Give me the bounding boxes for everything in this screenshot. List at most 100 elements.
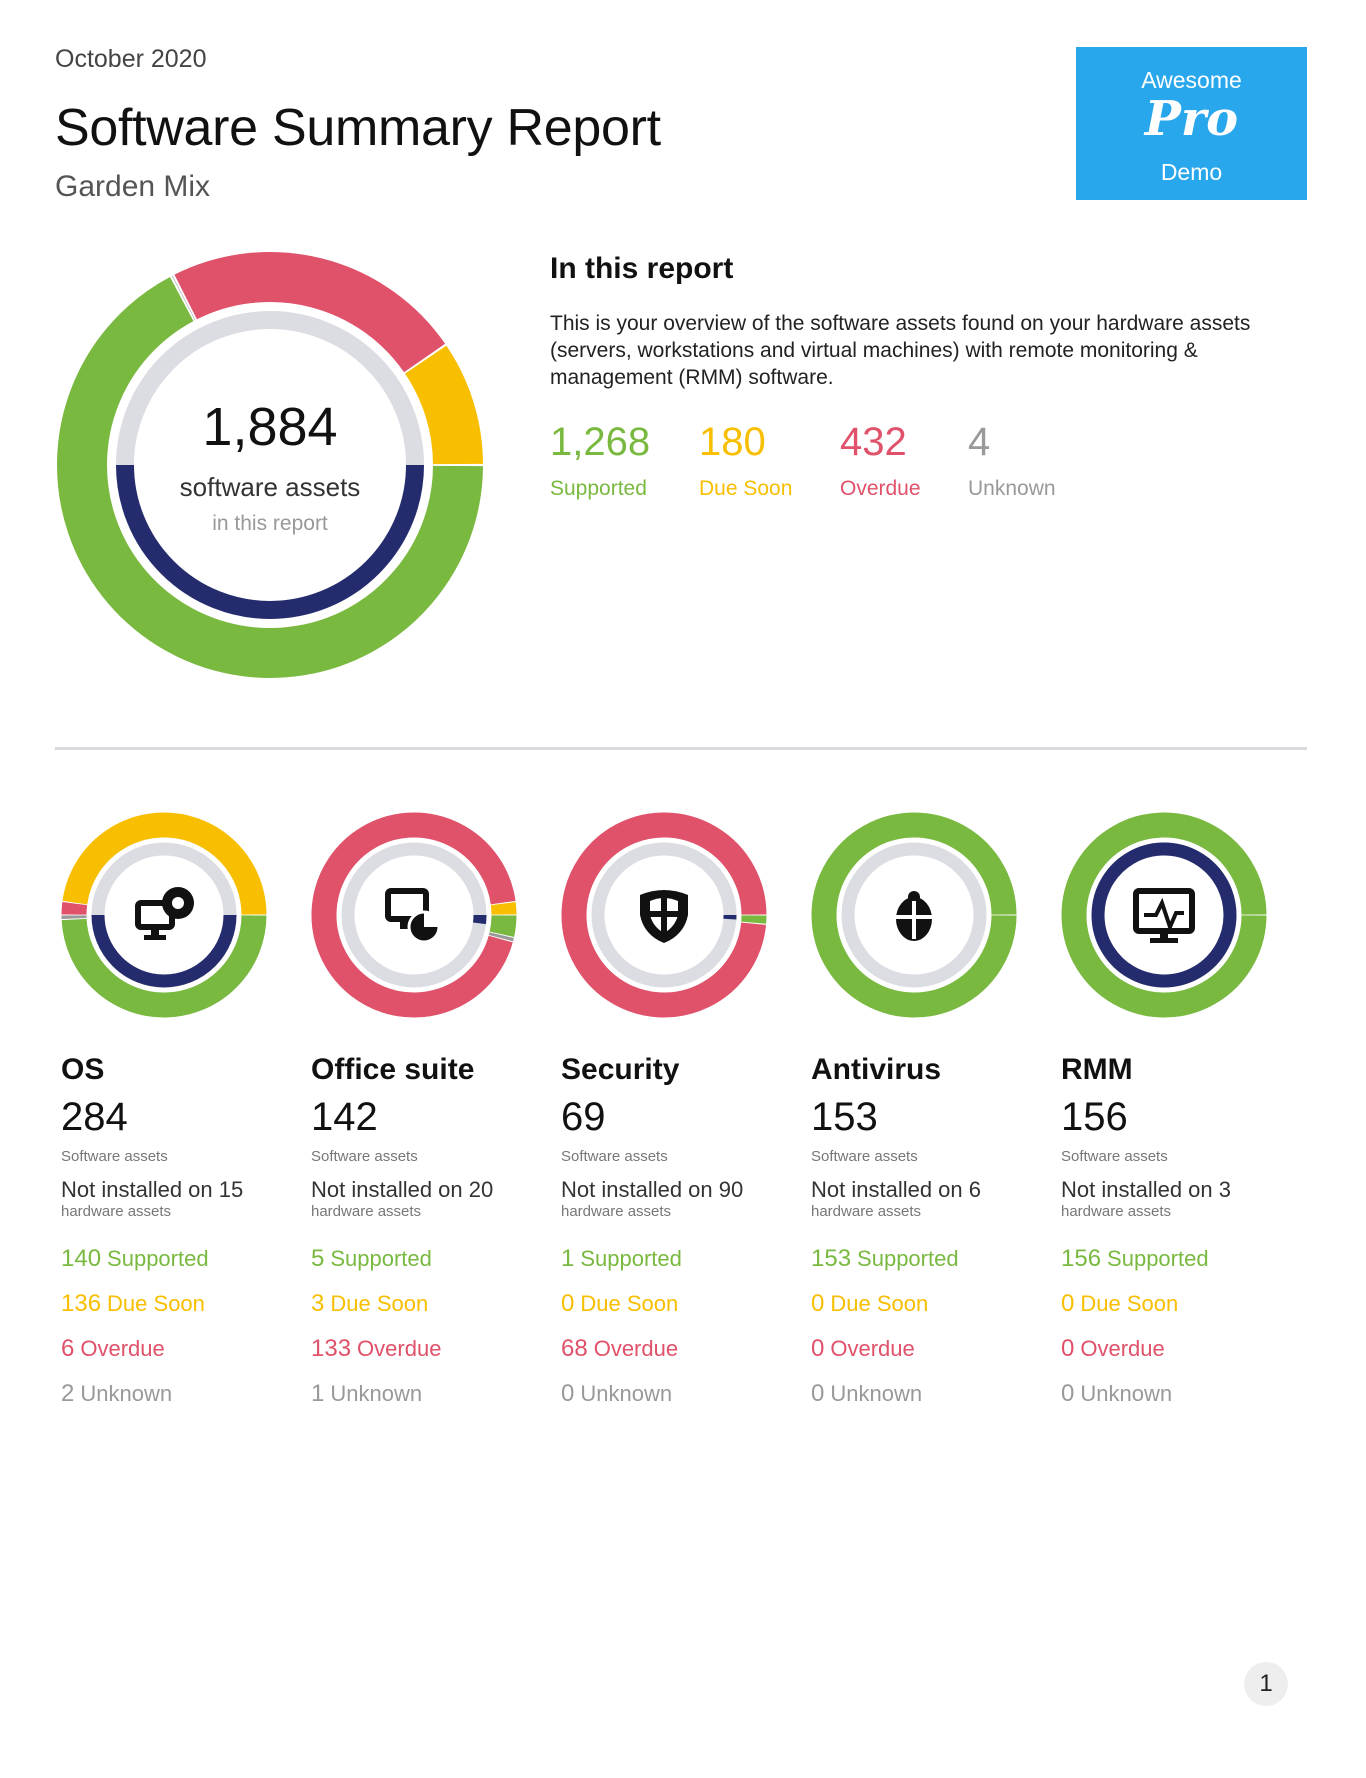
due-soon-count: 0 xyxy=(811,1290,825,1317)
due-soon-label: Due Soon xyxy=(830,1291,929,1316)
category-donut-segment-overdue xyxy=(61,901,88,915)
stat-unknown: 4 Unknown xyxy=(968,420,1056,501)
category-donut-inner-segment xyxy=(473,914,487,925)
due-soon-row: 0 Due Soon xyxy=(1061,1289,1301,1318)
stat-due-soon: 180 Due Soon xyxy=(699,420,792,501)
due-soon-label: Due Soon xyxy=(330,1291,429,1316)
unknown-row: 2 Unknown xyxy=(61,1379,301,1408)
overdue-label: Overdue xyxy=(80,1336,165,1361)
due-soon-count: 0 xyxy=(561,1290,575,1317)
unknown-label: Unknown xyxy=(1080,1381,1173,1406)
overdue-label: Overdue xyxy=(830,1336,915,1361)
category-security: Security 69 Software assets Not installe… xyxy=(561,812,801,1408)
category-assets-label: Software assets xyxy=(1061,1148,1168,1165)
due-soon-label: Due Soon xyxy=(580,1291,679,1316)
category-donut-segment-supported xyxy=(489,915,517,937)
unknown-count: 1 xyxy=(311,1380,325,1407)
due-soon-row: 3 Due Soon xyxy=(311,1289,551,1318)
stat-label: Due Soon xyxy=(699,477,793,500)
supported-row: 1 Supported xyxy=(561,1244,801,1273)
category-assets-label: Software assets xyxy=(561,1148,668,1165)
unknown-row: 0 Unknown xyxy=(811,1379,1051,1408)
overdue-row: 68 Overdue xyxy=(561,1334,801,1363)
section-divider xyxy=(55,747,1307,750)
category-donut-chart xyxy=(561,812,767,1018)
due-soon-row: 0 Due Soon xyxy=(561,1289,801,1318)
overdue-count: 0 xyxy=(1061,1335,1075,1362)
category-donut-segment-supported xyxy=(1061,812,1267,1018)
supported-row: 153 Supported xyxy=(811,1244,1051,1273)
category-assets-label: Software assets xyxy=(811,1148,918,1165)
unknown-row: 0 Unknown xyxy=(561,1379,801,1408)
category-count: 284 xyxy=(61,1095,128,1139)
monitor-chart-icon xyxy=(385,888,441,944)
unknown-label: Unknown xyxy=(330,1381,423,1406)
main-donut-segment-supported xyxy=(57,276,483,678)
not-installed: Not installed on 90 xyxy=(561,1177,744,1202)
category-donut-segment-supported xyxy=(61,915,267,1018)
due-soon-label: Due Soon xyxy=(1080,1291,1179,1316)
category-name: OS xyxy=(61,1053,105,1086)
computer-webcam-icon xyxy=(135,887,194,940)
hardware-assets-label: hardware assets xyxy=(1061,1203,1172,1220)
category-donut-segment-due-soon xyxy=(490,901,517,915)
supported-count: 156 xyxy=(1061,1245,1102,1272)
badge-logo: Pro xyxy=(1144,91,1239,147)
overdue-count: 6 xyxy=(61,1335,75,1362)
overdue-row: 0 Overdue xyxy=(1061,1334,1301,1363)
category-name: Antivirus xyxy=(811,1053,942,1086)
bug-shield-icon xyxy=(896,891,932,941)
report-title: Software Summary Report xyxy=(55,99,661,157)
unknown-count: 2 xyxy=(61,1380,75,1407)
overdue-row: 0 Overdue xyxy=(811,1334,1051,1363)
supported-count: 5 xyxy=(311,1245,325,1272)
hardware-assets-label: hardware assets xyxy=(311,1203,422,1220)
category-assets-label: Software assets xyxy=(311,1148,418,1165)
monitor-pulse-icon xyxy=(1133,888,1195,943)
overdue-label: Overdue xyxy=(357,1336,442,1361)
total-sub: in this report xyxy=(212,512,328,535)
supported-label: Supported xyxy=(580,1246,682,1271)
category-donut-chart xyxy=(1061,812,1267,1018)
category-name: Security xyxy=(561,1053,680,1086)
hardware-assets-label: hardware assets xyxy=(61,1203,172,1220)
stat-label: Supported xyxy=(550,477,647,500)
supported-label: Supported xyxy=(107,1246,209,1271)
not-installed: Not installed on 3 xyxy=(1061,1177,1231,1202)
category-count: 69 xyxy=(561,1095,606,1139)
due-soon-label: Due Soon xyxy=(107,1291,205,1316)
stat-overdue: 432 Overdue xyxy=(840,420,921,501)
shield-icon xyxy=(640,890,688,943)
supported-row: 140 Supported xyxy=(61,1244,301,1273)
category-donut-inner-segment xyxy=(1091,842,1237,988)
report-month: October 2020 xyxy=(55,45,207,73)
summary-donut-chart: 1,884 software assets in this report xyxy=(57,252,483,678)
intro-body: This is your overview of the software as… xyxy=(550,312,1251,389)
category-donut-segment-due-soon xyxy=(62,812,267,915)
category-name: RMM xyxy=(1061,1053,1133,1086)
category-rmm: RMM 156 Software assets Not installed on… xyxy=(1061,812,1301,1408)
supported-label: Supported xyxy=(330,1246,432,1271)
due-soon-row: 0 Due Soon xyxy=(811,1289,1051,1318)
category-donut-chart xyxy=(311,812,517,1018)
main-donut-segment-overdue xyxy=(174,252,446,373)
brand-badge: Awesome Pro Demo xyxy=(1076,47,1307,200)
main-donut-segment-due-soon xyxy=(404,345,483,465)
category-count: 142 xyxy=(311,1095,378,1139)
page-number: 1 xyxy=(1244,1662,1288,1706)
unknown-label: Unknown xyxy=(830,1381,923,1406)
supported-row: 156 Supported xyxy=(1061,1244,1301,1273)
category-donut-chart xyxy=(811,812,1017,1018)
supported-row: 5 Supported xyxy=(311,1244,551,1273)
report-subtitle: Garden Mix xyxy=(55,170,211,203)
stat-value: 180 xyxy=(699,420,766,464)
category-donut-segment-overdue xyxy=(311,812,516,1018)
category-count: 156 xyxy=(1061,1095,1128,1139)
supported-label: Supported xyxy=(857,1246,959,1271)
due-soon-count: 3 xyxy=(311,1290,325,1317)
intro-heading: In this report xyxy=(550,252,734,285)
stat-label: Unknown xyxy=(968,477,1056,500)
supported-count: 140 xyxy=(61,1245,102,1272)
overdue-label: Overdue xyxy=(1080,1336,1165,1361)
not-installed: Not installed on 15 xyxy=(61,1177,244,1202)
